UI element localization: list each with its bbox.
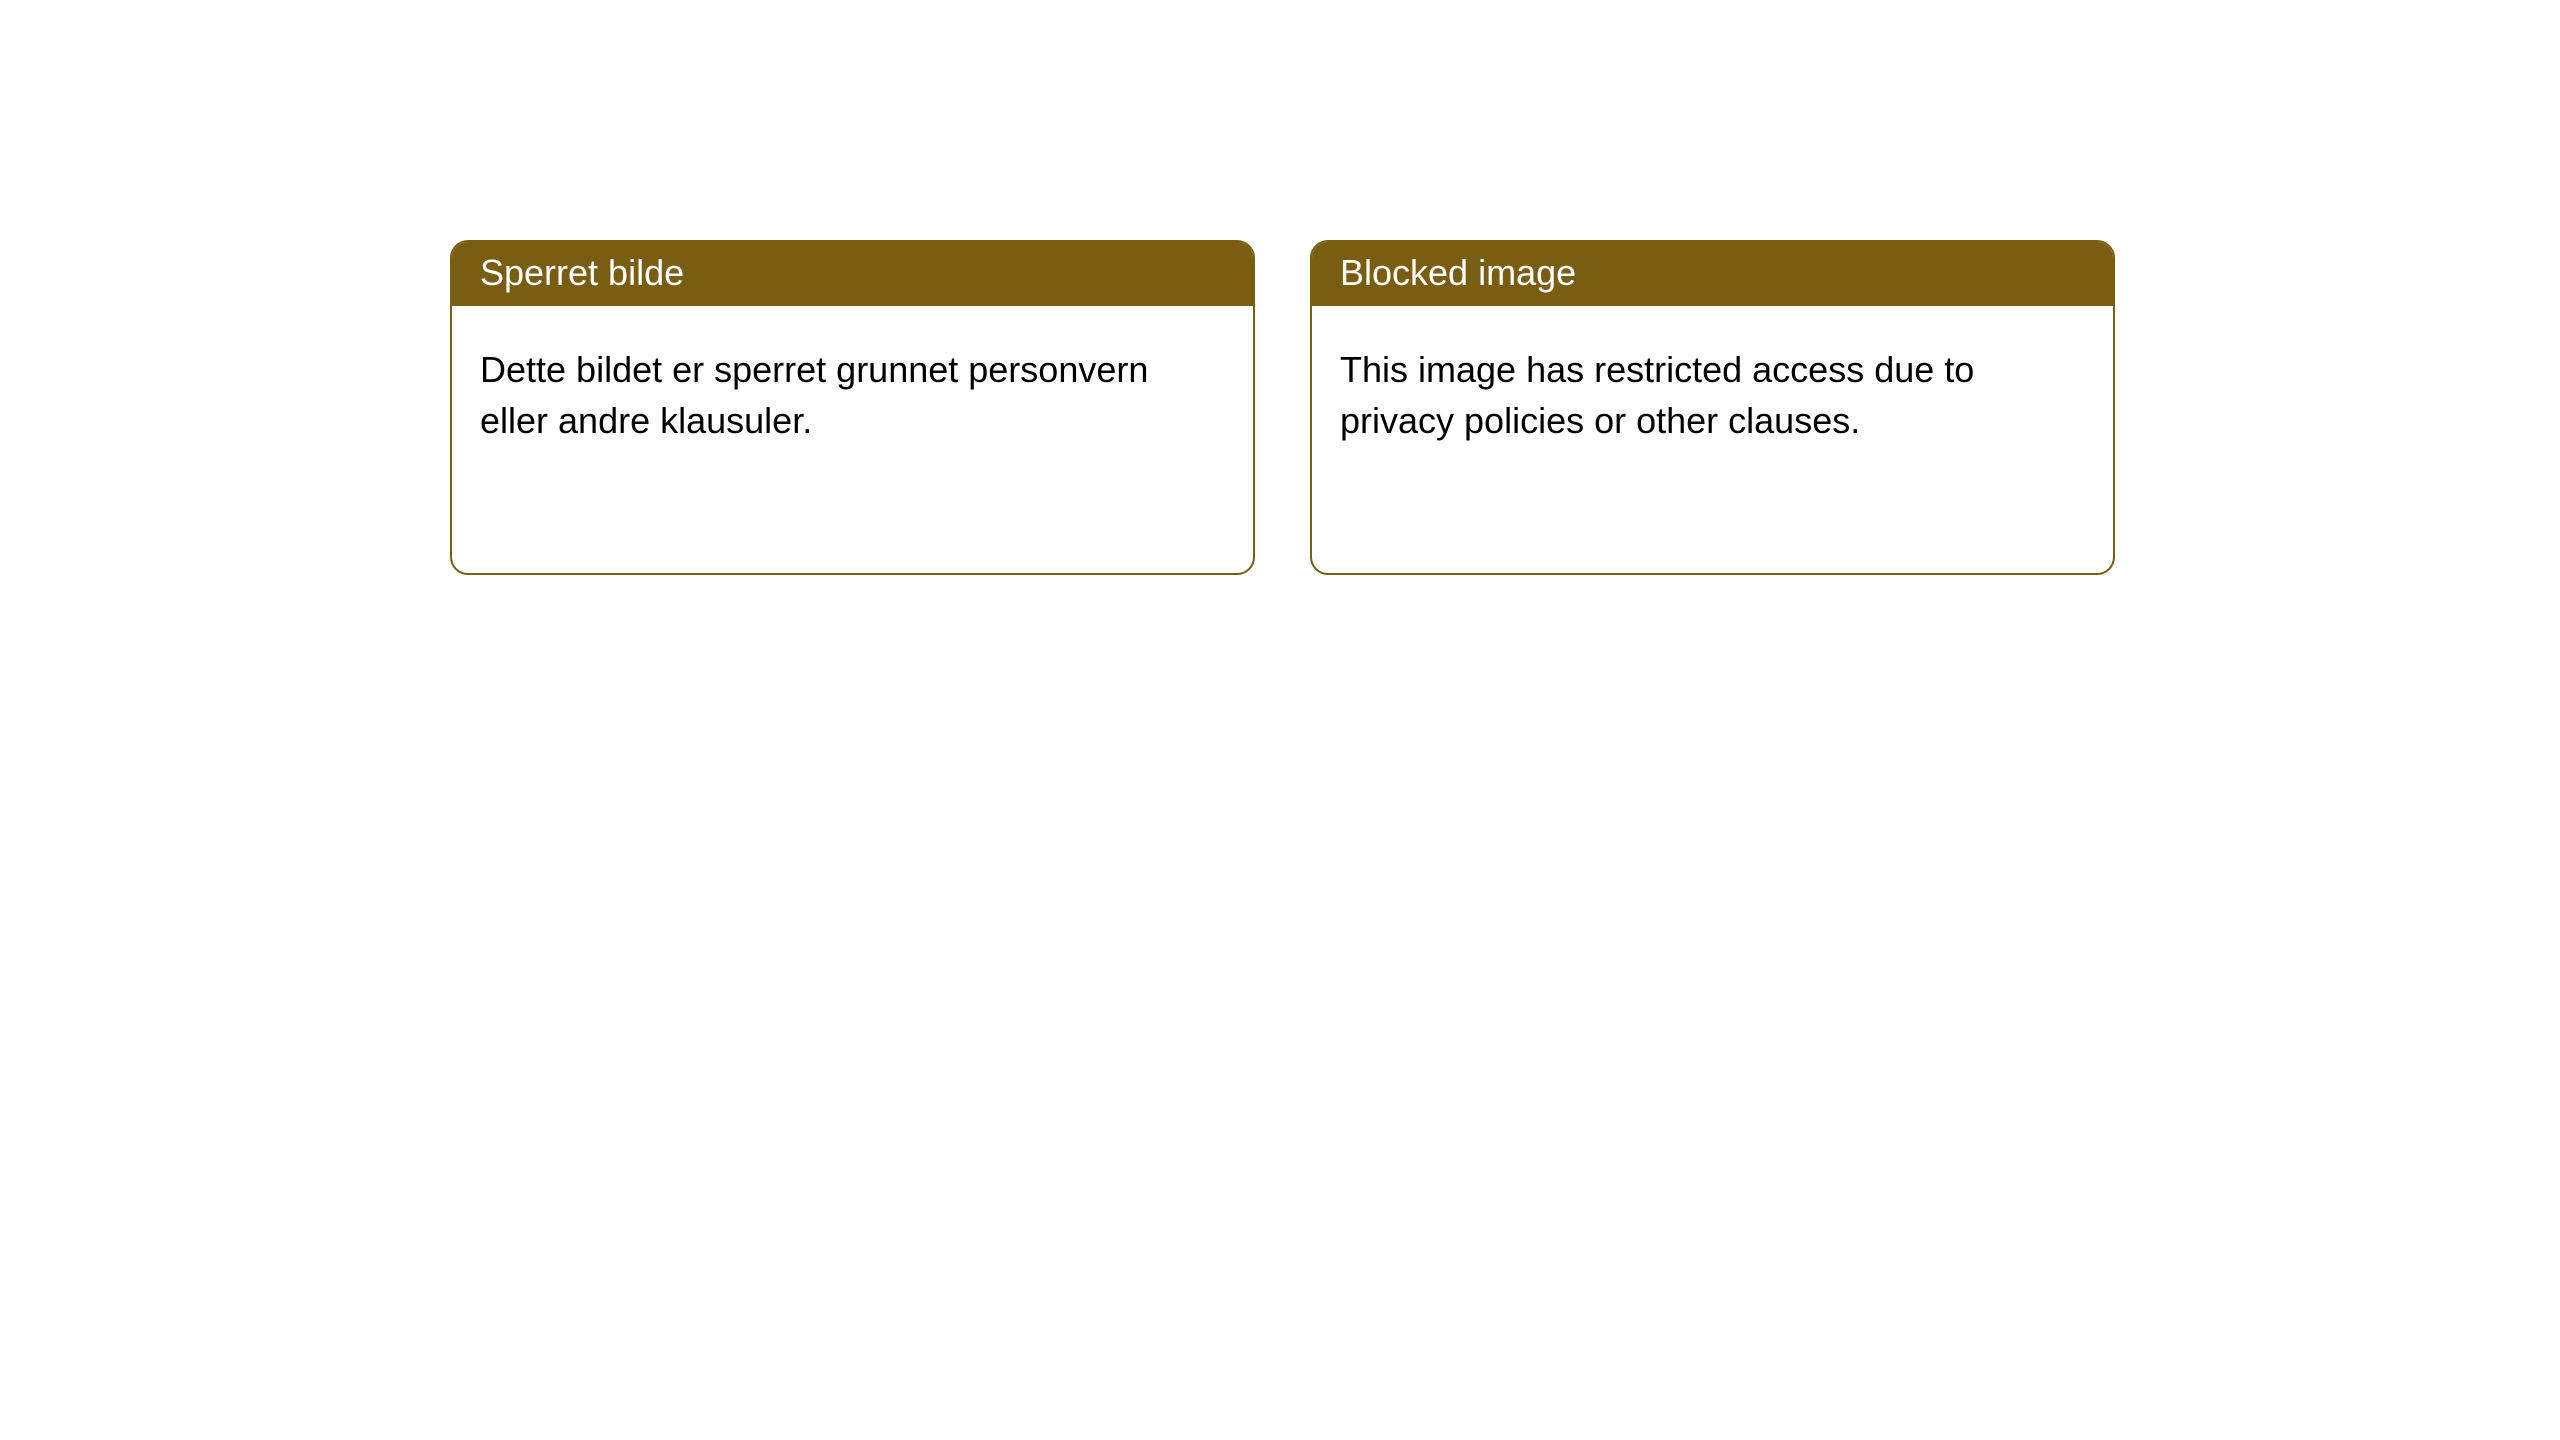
card-body: This image has restricted access due to … — [1312, 306, 2113, 474]
card-title: Blocked image — [1340, 252, 1576, 293]
card-header: Blocked image — [1312, 242, 2113, 306]
card-message: This image has restricted access due to … — [1340, 349, 1974, 441]
blocked-image-card-english: Blocked image This image has restricted … — [1310, 240, 2115, 575]
blocked-image-card-norwegian: Sperret bilde Dette bildet er sperret gr… — [450, 240, 1255, 575]
card-body: Dette bildet er sperret grunnet personve… — [452, 306, 1253, 474]
card-title: Sperret bilde — [480, 252, 684, 293]
card-row: Sperret bilde Dette bildet er sperret gr… — [0, 0, 2560, 575]
card-message: Dette bildet er sperret grunnet personve… — [480, 349, 1148, 441]
card-header: Sperret bilde — [452, 242, 1253, 306]
